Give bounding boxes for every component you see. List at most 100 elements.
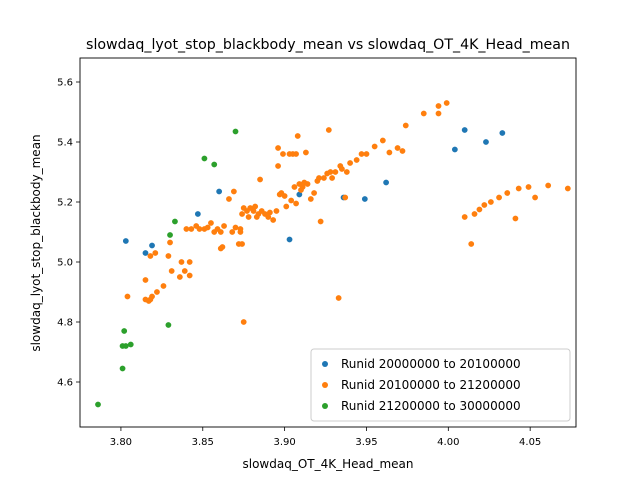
data-point <box>496 194 502 201</box>
y-tick-label: 4.6 <box>57 378 73 389</box>
plot-frame <box>79 57 577 428</box>
data-point <box>165 253 172 259</box>
legend-label: Runid 21200000 to 30000000 <box>341 399 521 413</box>
data-point <box>303 149 309 156</box>
y-tick-label: 5.4 <box>57 138 73 149</box>
data-point <box>121 328 128 334</box>
data-point <box>221 223 227 229</box>
legend-marker <box>322 361 328 367</box>
data-point <box>165 322 172 328</box>
data-point <box>293 200 299 207</box>
data-point <box>476 206 483 213</box>
y-tick-label: 5.0 <box>57 258 73 269</box>
data-point <box>142 277 149 283</box>
data-point <box>149 242 155 249</box>
data-point <box>325 127 332 133</box>
data-point <box>95 401 101 408</box>
data-point <box>461 127 468 133</box>
data-point <box>122 343 129 349</box>
data-point <box>176 274 183 280</box>
data-point <box>273 208 280 214</box>
data-point <box>379 137 386 144</box>
data-point <box>188 226 195 232</box>
data-point <box>317 218 324 225</box>
data-point <box>168 268 175 274</box>
data-point <box>226 196 232 202</box>
data-point <box>304 181 311 187</box>
x-tick-label: 4.00 <box>437 437 459 448</box>
data-point <box>124 293 131 300</box>
data-point <box>216 188 223 195</box>
data-point <box>342 194 349 201</box>
data-point <box>311 190 317 196</box>
data-point <box>353 157 360 163</box>
data-point <box>316 175 322 181</box>
x-tick-label: 3.90 <box>273 437 295 448</box>
data-point <box>142 250 149 256</box>
data-point <box>275 163 281 169</box>
data-point <box>512 215 519 222</box>
data-point <box>219 244 226 250</box>
legend-marker <box>322 382 328 388</box>
data-point <box>266 209 273 216</box>
data-point <box>545 182 552 189</box>
data-point <box>281 193 288 199</box>
data-point <box>257 176 263 183</box>
data-point <box>532 194 538 201</box>
data-point <box>332 169 339 175</box>
data-point <box>321 175 327 181</box>
x-tick-label: 3.85 <box>192 437 214 448</box>
data-point <box>515 185 522 192</box>
data-point <box>119 365 126 372</box>
data-point <box>217 229 224 235</box>
data-point <box>230 188 237 195</box>
data-point <box>196 226 203 232</box>
data-point <box>347 160 353 166</box>
x-tick-label: 4.05 <box>519 437 541 448</box>
data-point <box>252 203 259 210</box>
data-point <box>443 100 450 106</box>
data-point <box>211 161 218 168</box>
data-point <box>167 239 173 246</box>
data-point <box>525 184 532 190</box>
data-points <box>95 100 571 408</box>
data-point <box>232 128 239 135</box>
data-point <box>152 250 159 256</box>
legend-marker <box>322 403 328 409</box>
data-point <box>371 143 378 150</box>
data-point <box>483 139 489 145</box>
data-point <box>343 169 350 175</box>
data-point <box>160 283 167 289</box>
data-point <box>296 191 303 198</box>
data-point <box>361 196 368 202</box>
x-tick-label: 3.95 <box>355 437 377 448</box>
data-point <box>339 166 345 172</box>
data-point <box>471 211 478 217</box>
data-point <box>250 208 257 214</box>
data-point <box>240 319 247 325</box>
data-point <box>288 197 295 204</box>
y-axis-label: slowdaq_lyot_stop_blackbody_mean <box>29 134 43 351</box>
data-point <box>237 226 244 232</box>
data-point <box>283 203 290 210</box>
data-point <box>307 196 314 202</box>
legend-label: Runid 20000000 to 20100000 <box>341 357 521 371</box>
data-point <box>178 259 185 265</box>
data-point <box>461 214 468 220</box>
data-point <box>481 202 488 208</box>
data-point <box>564 185 571 192</box>
data-point <box>299 184 306 190</box>
data-point <box>487 199 494 205</box>
data-point <box>181 268 188 274</box>
data-point <box>265 214 272 220</box>
data-point <box>435 110 442 117</box>
data-point <box>186 259 193 265</box>
data-point <box>294 133 301 139</box>
data-point <box>383 179 390 186</box>
data-point <box>183 226 190 232</box>
y-tick-label: 4.8 <box>57 318 73 329</box>
data-point <box>358 151 365 157</box>
data-point <box>172 218 178 225</box>
data-point <box>239 211 245 217</box>
data-point <box>420 110 427 117</box>
